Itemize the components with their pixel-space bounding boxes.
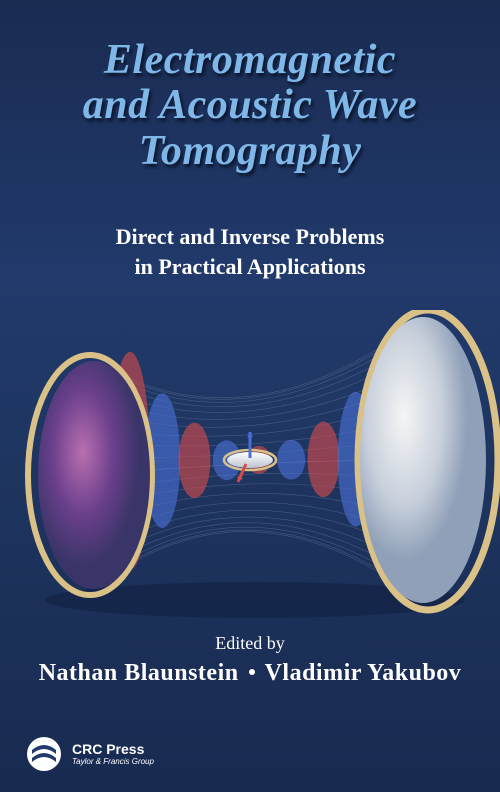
publisher-logo-icon xyxy=(26,736,62,772)
title-line-1: Electromagnetic xyxy=(0,38,500,83)
subtitle-block: Direct and Inverse Problems in Practical… xyxy=(0,222,500,281)
editor-2: Vladimir Yakubov xyxy=(265,660,462,686)
wave-illustration xyxy=(0,310,500,620)
title-block: Electromagnetic and Acoustic Wave Tomogr… xyxy=(0,38,500,174)
title-line-2: and Acoustic Wave xyxy=(0,83,500,128)
publisher-name: CRC Press xyxy=(72,741,154,757)
publisher-text: CRC Press Taylor & Francis Group xyxy=(72,741,154,766)
publisher-block: CRC Press Taylor & Francis Group xyxy=(26,736,154,772)
editors-line: Nathan Blaunstein Vladimir Yakubov xyxy=(0,660,500,687)
separator-dot-icon xyxy=(249,669,255,675)
editor-1: Nathan Blaunstein xyxy=(39,660,239,686)
main-title: Electromagnetic and Acoustic Wave Tomogr… xyxy=(0,38,500,174)
publisher-tagline: Taylor & Francis Group xyxy=(72,757,154,766)
editors-block: Edited by Nathan Blaunstein Vladimir Yaku… xyxy=(0,633,500,687)
book-cover: Electromagnetic and Acoustic Wave Tomogr… xyxy=(0,0,500,792)
subtitle-line-1: Direct and Inverse Problems xyxy=(0,222,500,252)
right-disc xyxy=(358,310,498,610)
left-disc xyxy=(28,355,152,595)
subtitle-line-2: in Practical Applications xyxy=(0,252,500,282)
edited-by-label: Edited by xyxy=(0,633,500,654)
title-line-3: Tomography xyxy=(0,129,500,174)
